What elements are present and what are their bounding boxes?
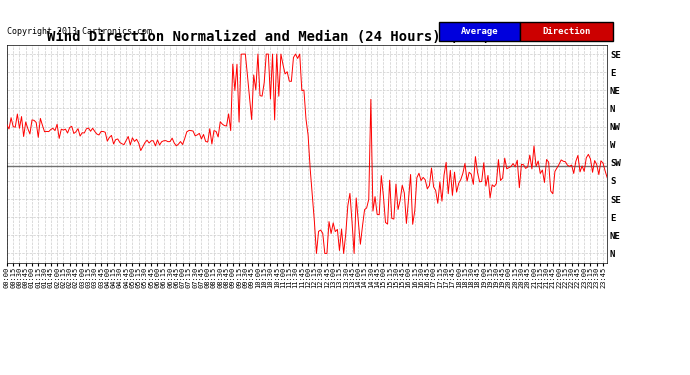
Text: Direction: Direction bbox=[542, 27, 591, 36]
Title: Wind Direction Normalized and Median (24 Hours) (New) 20130403: Wind Direction Normalized and Median (24… bbox=[48, 30, 566, 44]
FancyBboxPatch shape bbox=[439, 22, 520, 40]
Text: Average: Average bbox=[461, 27, 498, 36]
FancyBboxPatch shape bbox=[520, 22, 613, 40]
Text: Copyright 2013 Cartronics.com: Copyright 2013 Cartronics.com bbox=[7, 27, 152, 36]
